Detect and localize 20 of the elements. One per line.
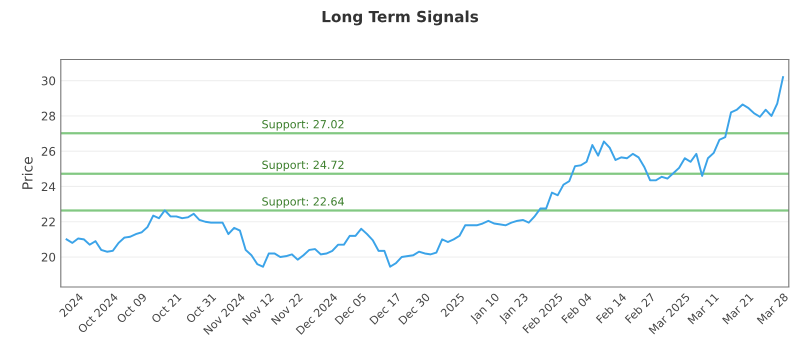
y-tick-label: 28: [42, 112, 56, 121]
y-tick-label: 24: [42, 182, 56, 191]
y-tick-label: 30: [42, 76, 56, 86]
y-axis-title: Price: [22, 157, 33, 189]
chart-title: Long Term Signals: [322, 10, 478, 26]
line-series: [66, 76, 784, 268]
x-tick-label: Jan 23: [498, 292, 530, 324]
ref-line-label: Support: 22.64: [262, 197, 344, 208]
x-tick-label: Mar 21: [722, 292, 754, 324]
ref-line-label: Support: 24.72: [262, 160, 344, 172]
x-tick-label: Oct 21: [150, 292, 182, 324]
x-tick-label: Feb 04: [560, 292, 592, 324]
y-tick-label: 26: [42, 146, 56, 156]
y-tick-label: 20: [42, 252, 56, 262]
y-tick-label: 22: [42, 217, 55, 226]
x-tick-label: Dec 30: [398, 292, 430, 325]
x-tick-label: Feb 27: [624, 292, 656, 324]
x-tick-label: Mar 28: [756, 292, 789, 324]
ref-line-label: Support: 27.02: [262, 120, 344, 131]
x-tick-label: Oct 09: [116, 292, 148, 324]
